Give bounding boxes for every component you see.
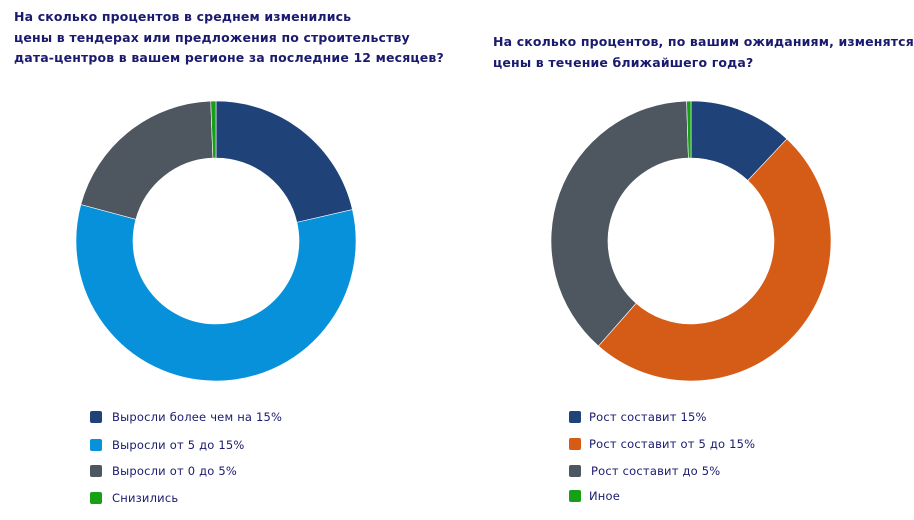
legend-label: Рост составит от 5 до 15%: [589, 437, 756, 451]
legend-swatch: [569, 490, 581, 502]
legend-label: Рост составит 15%: [589, 410, 707, 424]
title-line: цены в тендерах или предложения по строи…: [14, 29, 410, 45]
donut-chart-right: [550, 100, 832, 382]
legend-swatch: [569, 438, 581, 450]
chart-title-left: На сколько процентов в среднем изменилис…: [14, 7, 444, 69]
legend-swatch: [569, 465, 581, 477]
donut-slice-2[interactable]: [75, 204, 357, 382]
title-line: На сколько процентов, по вашим ожиданиям…: [493, 34, 914, 49]
legend-swatch: [569, 411, 581, 423]
donut-slice-4[interactable]: [686, 100, 692, 159]
donut-slice-3[interactable]: [80, 100, 214, 220]
chart-title-right: На сколько процентов, по вашим ожиданиям…: [493, 32, 914, 73]
legend-label: Рост составит до 5%: [591, 464, 721, 478]
legend-swatch: [90, 439, 102, 451]
legend-label: Выросли от 0 до 5%: [112, 464, 237, 478]
legend-label: Снизились: [112, 491, 179, 505]
legend-swatch: [90, 411, 102, 423]
legend-swatch: [90, 492, 102, 504]
legend-label: Иное: [589, 489, 621, 503]
donut-chart-left: [75, 100, 357, 382]
legend-label: Выросли более чем на 15%: [112, 410, 283, 424]
donut-slice-2[interactable]: [597, 138, 832, 382]
donut-slice-3[interactable]: [550, 100, 689, 347]
legend-swatch: [90, 465, 102, 477]
title-line: цены в течение ближайшего года?: [493, 54, 754, 70]
donut-slice-1[interactable]: [215, 100, 353, 223]
legend-label: Выросли от 5 до 15%: [112, 438, 245, 452]
donut-slice-4[interactable]: [210, 100, 217, 159]
title-line: На сколько процентов в среднем изменилис…: [14, 9, 352, 24]
title-line: дата-центров в вашем регионе за последни…: [14, 50, 444, 65]
